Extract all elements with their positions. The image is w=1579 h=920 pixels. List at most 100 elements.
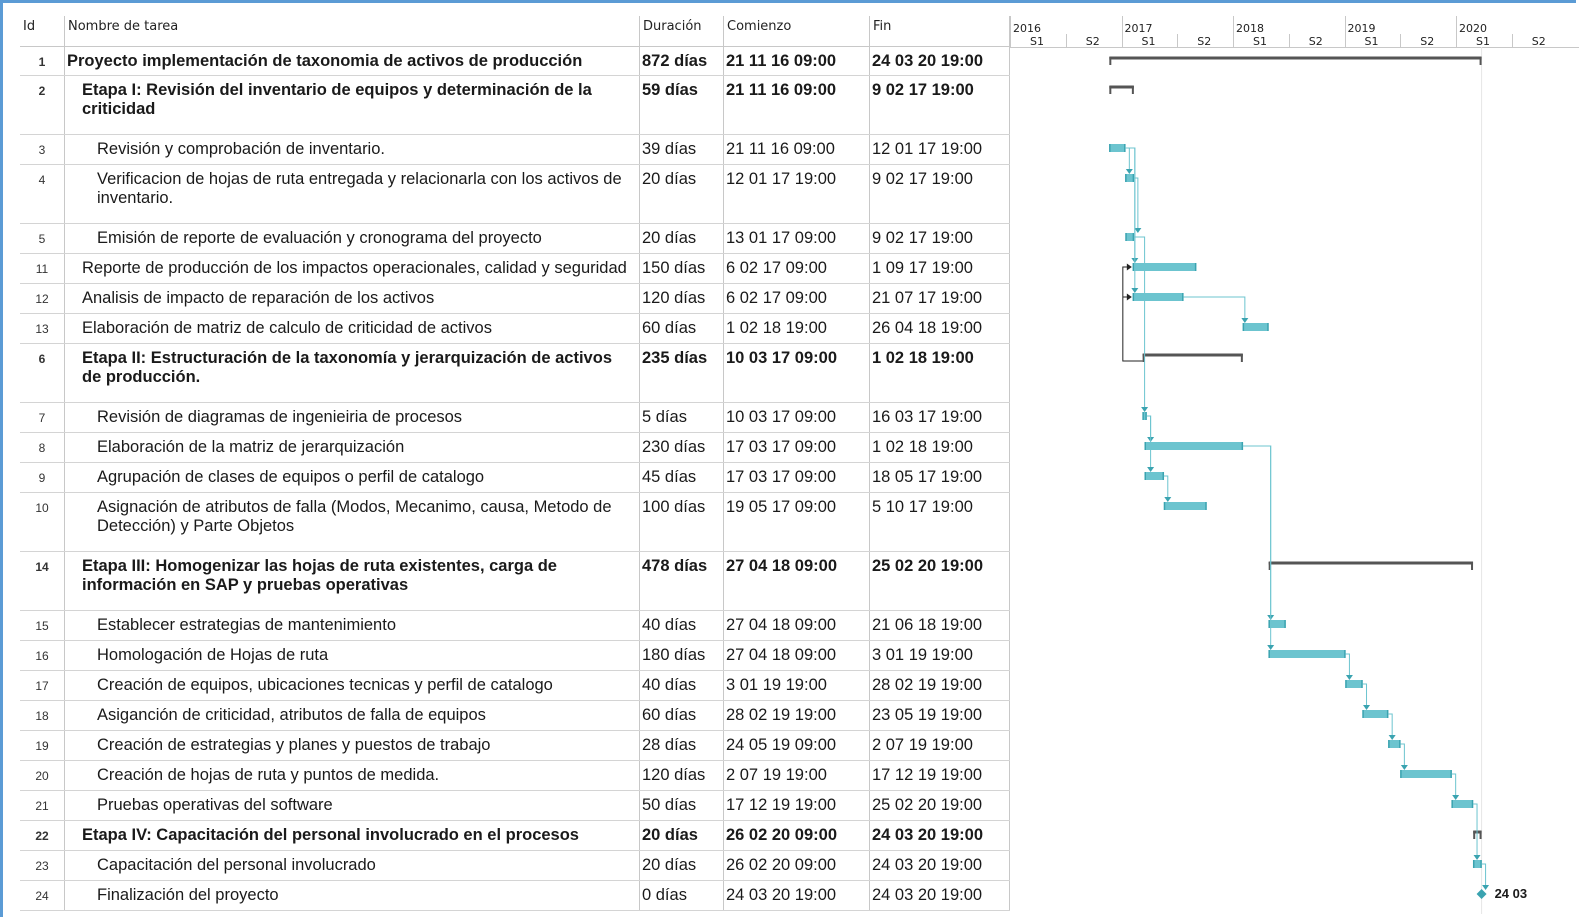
task-row[interactable]: 12 Analisis de impacto de reparación de l… — [20, 284, 1010, 314]
task-duration[interactable]: 120 días — [640, 761, 724, 790]
task-name[interactable]: Analisis de impacto de reparación de los… — [65, 284, 640, 313]
task-duration[interactable]: 5 días — [640, 403, 724, 432]
task-name[interactable]: Pruebas operativas del software — [65, 791, 640, 820]
task-id[interactable]: 7 — [20, 403, 65, 432]
task-name[interactable]: Etapa IV: Capacitación del personal invo… — [65, 821, 640, 850]
task-id[interactable]: 22 — [20, 821, 65, 850]
task-duration[interactable]: 235 días — [640, 344, 724, 402]
task-name[interactable]: Proyecto implementación de taxonomia de … — [65, 47, 640, 75]
task-id[interactable]: 18 — [20, 701, 65, 730]
column-header-name[interactable]: Nombre de tarea — [65, 16, 640, 47]
task-name[interactable]: Capacitación del personal involucrado — [65, 851, 640, 880]
task-name[interactable]: Agrupación de clases de equipos o perfil… — [65, 463, 640, 492]
task-duration[interactable]: 28 días — [640, 731, 724, 760]
task-start[interactable]: 19 05 17 09:00 — [724, 493, 870, 551]
task-duration[interactable]: 60 días — [640, 701, 724, 730]
task-start[interactable]: 21 11 16 09:00 — [724, 47, 870, 75]
task-end[interactable]: 21 06 18 19:00 — [870, 611, 1010, 640]
task-row[interactable]: 17 Creación de equipos, ubicaciones tecni… — [20, 671, 1010, 701]
task-id[interactable]: 10 — [20, 493, 65, 551]
task-name[interactable]: Reporte de producción de los impactos op… — [65, 254, 640, 283]
task-name[interactable]: Finalización del proyecto — [65, 881, 640, 910]
task-duration[interactable]: 40 días — [640, 611, 724, 640]
task-end[interactable]: 1 02 18 19:00 — [870, 433, 1010, 462]
task-duration[interactable]: 50 días — [640, 791, 724, 820]
task-row[interactable]: 11 Reporte de producción de los impactos … — [20, 254, 1010, 284]
task-name[interactable]: Emisión de reporte de evaluación y crono… — [65, 224, 640, 253]
task-row[interactable]: 20 Creación de hojas de ruta y puntos de … — [20, 761, 1010, 791]
task-start[interactable]: 2 07 19 19:00 — [724, 761, 870, 790]
task-name[interactable]: Revisión de diagramas de ingenieiria de … — [65, 403, 640, 432]
task-end[interactable]: 12 01 17 19:00 — [870, 135, 1010, 164]
task-row[interactable]: 14 Etapa III: Homogenizar las hojas de ru… — [20, 552, 1010, 611]
task-end[interactable]: 24 03 20 19:00 — [870, 821, 1010, 850]
task-id[interactable]: 5 — [20, 224, 65, 253]
task-start[interactable]: 27 04 18 09:00 — [724, 641, 870, 670]
task-start[interactable]: 28 02 19 19:00 — [724, 701, 870, 730]
task-end[interactable]: 3 01 19 19:00 — [870, 641, 1010, 670]
task-row[interactable]: 23 Capacitación del personal involucrado 2… — [20, 851, 1010, 881]
task-start[interactable]: 6 02 17 09:00 — [724, 284, 870, 313]
task-name[interactable]: Etapa I: Revisión del inventario de equi… — [65, 76, 640, 134]
task-name[interactable]: Elaboración de matriz de calculo de crit… — [65, 314, 640, 343]
task-end[interactable]: 2 07 19 19:00 — [870, 731, 1010, 760]
task-id[interactable]: 6 — [20, 344, 65, 402]
task-id[interactable]: 20 — [20, 761, 65, 790]
task-duration[interactable]: 180 días — [640, 641, 724, 670]
task-start[interactable]: 10 03 17 09:00 — [724, 344, 870, 402]
task-row[interactable]: 6 Etapa II: Estructuración de la taxonomí… — [20, 344, 1010, 403]
task-row[interactable]: 13 Elaboración de matriz de calculo de cr… — [20, 314, 1010, 344]
task-start[interactable]: 17 03 17 09:00 — [724, 463, 870, 492]
task-row[interactable]: 4 Verificacion de hojas de ruta entregada… — [20, 165, 1010, 224]
task-duration[interactable]: 20 días — [640, 851, 724, 880]
task-duration[interactable]: 20 días — [640, 821, 724, 850]
task-row[interactable]: 3 Revisión y comprobación de inventario. 3… — [20, 135, 1010, 165]
task-start[interactable]: 24 03 20 19:00 — [724, 881, 870, 910]
task-duration[interactable]: 40 días — [640, 671, 724, 700]
task-duration[interactable]: 45 días — [640, 463, 724, 492]
task-end[interactable]: 18 05 17 19:00 — [870, 463, 1010, 492]
task-duration[interactable]: 150 días — [640, 254, 724, 283]
task-name[interactable]: Creación de equipos, ubicaciones tecnica… — [65, 671, 640, 700]
task-name[interactable]: Etapa III: Homogenizar las hojas de ruta… — [65, 552, 640, 610]
task-end[interactable]: 25 02 20 19:00 — [870, 552, 1010, 610]
task-start[interactable]: 26 02 20 09:00 — [724, 851, 870, 880]
task-end[interactable]: 24 03 20 19:00 — [870, 881, 1010, 910]
task-id[interactable]: 1 — [20, 47, 65, 75]
task-name[interactable]: Asigan​ción de criticidad, atributos de … — [65, 701, 640, 730]
task-id[interactable]: 12 — [20, 284, 65, 313]
task-duration[interactable]: 0 días — [640, 881, 724, 910]
task-row[interactable]: 21 Pruebas operativas del software 50 días… — [20, 791, 1010, 821]
task-id[interactable]: 2 — [20, 76, 65, 134]
task-end[interactable]: 1 09 17 19:00 — [870, 254, 1010, 283]
task-start[interactable]: 21 11 16 09:00 — [724, 76, 870, 134]
task-id[interactable]: 8 — [20, 433, 65, 462]
task-start[interactable]: 10 03 17 09:00 — [724, 403, 870, 432]
task-id[interactable]: 17 — [20, 671, 65, 700]
task-start[interactable]: 24 05 19 09:00 — [724, 731, 870, 760]
task-id[interactable]: 15 — [20, 611, 65, 640]
task-row[interactable]: 22 Etapa IV: Capacitación del personal in… — [20, 821, 1010, 851]
task-duration[interactable]: 59 días — [640, 76, 724, 134]
task-id[interactable]: 13 — [20, 314, 65, 343]
task-name[interactable]: Asignación de atributos de falla (Modos,… — [65, 493, 640, 551]
task-end[interactable]: 26 04 18 19:00 — [870, 314, 1010, 343]
task-duration[interactable]: 100 días — [640, 493, 724, 551]
task-duration[interactable]: 20 días — [640, 224, 724, 253]
column-header-end[interactable]: Fin — [870, 16, 1010, 47]
task-end[interactable]: 28 02 19 19:00 — [870, 671, 1010, 700]
task-id[interactable]: 3 — [20, 135, 65, 164]
task-row[interactable]: 8 Elaboración de la matriz de jerarquizac… — [20, 433, 1010, 463]
task-id[interactable]: 9 — [20, 463, 65, 492]
task-id[interactable]: 21 — [20, 791, 65, 820]
task-start[interactable]: 26 02 20 09:00 — [724, 821, 870, 850]
column-header-start[interactable]: Comienzo — [724, 16, 870, 47]
task-id[interactable]: 24 — [20, 881, 65, 910]
task-duration[interactable]: 230 días — [640, 433, 724, 462]
task-end[interactable]: 25 02 20 19:00 — [870, 791, 1010, 820]
task-row[interactable]: 1 Proyecto implementación de taxonomia de… — [20, 47, 1010, 76]
task-start[interactable]: 13 01 17 09:00 — [724, 224, 870, 253]
task-row[interactable]: 24 Finalización del proyecto 0 días 24 03 2… — [20, 881, 1010, 911]
task-end[interactable]: 24 03 20 19:00 — [870, 851, 1010, 880]
task-duration[interactable]: 120 días — [640, 284, 724, 313]
